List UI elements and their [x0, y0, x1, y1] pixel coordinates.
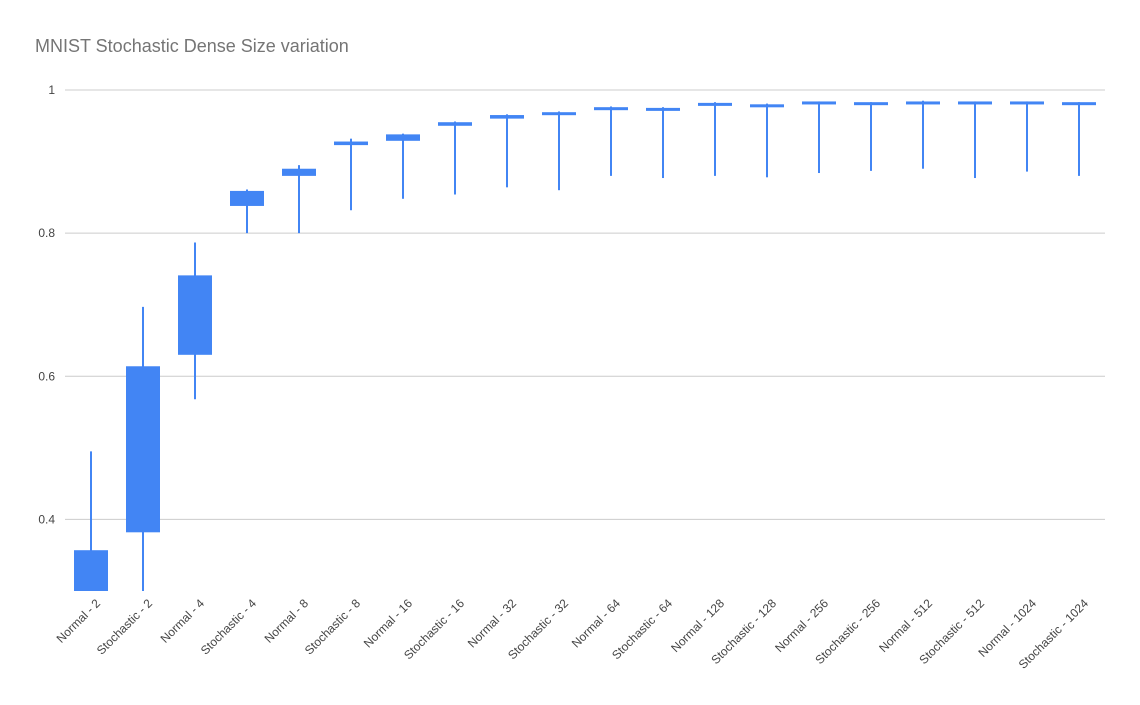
- candle: [386, 133, 420, 199]
- candle-body: [854, 102, 888, 106]
- candle: [646, 107, 680, 179]
- candle: [126, 306, 160, 591]
- candle-body: [386, 134, 420, 141]
- candle-body: [282, 168, 316, 176]
- candle-body: [126, 366, 160, 533]
- candle: [594, 106, 628, 176]
- y-tick-label: 1: [48, 83, 55, 97]
- candle-body: [490, 115, 524, 119]
- candle: [74, 451, 108, 591]
- candle: [906, 100, 940, 169]
- candle-body: [646, 107, 680, 111]
- candle-body: [750, 104, 784, 108]
- candles: [74, 100, 1096, 591]
- candle-body: [230, 190, 264, 206]
- candle: [958, 101, 992, 179]
- gridlines: [65, 89, 1105, 520]
- candle: [750, 103, 784, 178]
- candle-body: [698, 102, 732, 106]
- y-tick-labels: 0.4 0.6 0.8 1: [38, 83, 55, 526]
- candle-body: [438, 122, 472, 126]
- y-tick-label: 0.8: [38, 226, 55, 240]
- candle: [438, 121, 472, 195]
- candle: [1010, 101, 1044, 172]
- candle: [282, 165, 316, 234]
- x-tick-label: Normal - 8: [262, 596, 312, 646]
- candle-body: [594, 107, 628, 111]
- candle: [490, 114, 524, 188]
- candle: [854, 102, 888, 171]
- x-tick-label: Normal - 4: [158, 596, 208, 646]
- candle-body: [74, 550, 108, 591]
- y-tick-label: 0.4: [38, 512, 55, 526]
- candle: [1062, 102, 1096, 176]
- candle-body: [1010, 101, 1044, 105]
- candle: [230, 189, 264, 234]
- x-tick-label: Normal - 16: [361, 596, 415, 650]
- x-tick-label: Stochastic - 4: [198, 596, 260, 658]
- candle: [178, 242, 212, 400]
- chart-title: MNIST Stochastic Dense Size variation: [35, 36, 349, 56]
- x-tick-label: Stochastic - 2: [94, 596, 156, 658]
- candle-body: [906, 101, 940, 105]
- candle-body: [542, 112, 576, 116]
- candle: [698, 102, 732, 176]
- x-tick-label: Normal - 32: [465, 596, 519, 650]
- candle: [802, 101, 836, 174]
- x-tick-label: Normal - 64: [569, 596, 623, 650]
- candle-body: [958, 101, 992, 105]
- candle-body: [178, 275, 212, 355]
- y-tick-label: 0.6: [38, 369, 55, 383]
- x-tick-label: Stochastic - 8: [302, 596, 364, 658]
- candle: [334, 138, 368, 211]
- candle-body: [802, 101, 836, 105]
- candle-body: [1062, 102, 1096, 106]
- candle-body: [334, 141, 368, 146]
- candle: [542, 111, 576, 191]
- x-tick-label: Normal - 2: [54, 596, 104, 646]
